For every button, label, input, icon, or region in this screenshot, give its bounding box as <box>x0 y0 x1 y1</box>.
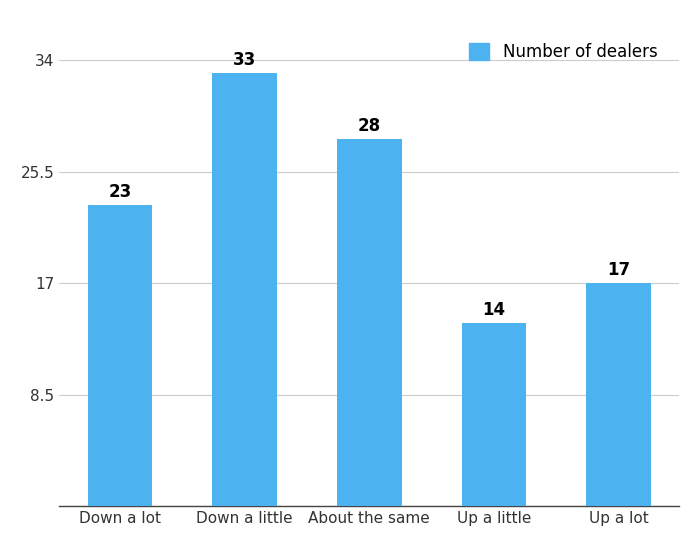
Bar <box>461 323 526 507</box>
Legend: Number of dealers: Number of dealers <box>456 29 671 74</box>
Bar <box>586 283 651 507</box>
Text: 23: 23 <box>108 183 132 201</box>
Text: 33: 33 <box>233 51 256 69</box>
Bar <box>337 139 402 507</box>
Bar <box>88 205 153 507</box>
Text: 17: 17 <box>607 261 630 280</box>
Text: 28: 28 <box>358 117 381 135</box>
Bar <box>212 73 277 507</box>
Text: 14: 14 <box>482 301 505 319</box>
